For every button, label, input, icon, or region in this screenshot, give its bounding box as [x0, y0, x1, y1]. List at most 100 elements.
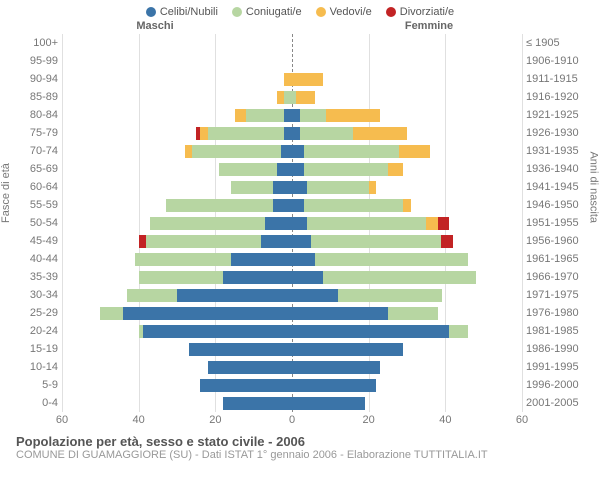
bar-segment-c	[292, 289, 338, 302]
male-bar	[62, 253, 292, 266]
birth-year-axis-labels: ≤ 19051906-19101911-19151916-19201921-19…	[522, 34, 590, 412]
female-bar	[292, 379, 522, 392]
x-tick: 40	[439, 414, 451, 426]
pyramid-row	[62, 88, 522, 106]
bars-area	[62, 34, 522, 412]
legend-item: Divorziati/e	[386, 6, 454, 18]
pyramid-row	[62, 124, 522, 142]
age-label: 30-34	[10, 286, 58, 304]
bar-segment-v	[296, 91, 315, 104]
y-left-axis-title: Fasce di età	[0, 163, 12, 223]
pyramid-row	[62, 286, 522, 304]
bar-segment-s	[307, 181, 368, 194]
age-label: 90-94	[10, 70, 58, 88]
male-bar	[62, 361, 292, 374]
bar-segment-d	[139, 235, 147, 248]
bar-segment-c	[223, 397, 292, 410]
bar-segment-s	[338, 289, 442, 302]
bar-segment-c	[189, 343, 293, 356]
bar-segment-s	[311, 235, 441, 248]
bar-segment-c	[208, 361, 292, 374]
bar-segment-s	[323, 271, 476, 284]
legend-item: Coniugati/e	[232, 6, 302, 18]
chart-footer: Popolazione per età, sesso e stato civil…	[10, 430, 590, 461]
bar-segment-s	[315, 253, 468, 266]
female-bar	[292, 325, 522, 338]
male-bar	[62, 307, 292, 320]
female-bar	[292, 55, 522, 68]
age-axis-labels: 100+95-9990-9485-8980-8475-7970-7465-696…	[10, 34, 62, 412]
legend: Celibi/NubiliConiugati/eVedovi/eDivorzia…	[10, 6, 590, 18]
pyramid-row	[62, 322, 522, 340]
year-label: 1906-1910	[526, 52, 590, 70]
pyramid-row	[62, 268, 522, 286]
bar-segment-c	[265, 217, 292, 230]
age-label: 10-14	[10, 358, 58, 376]
bar-segment-s	[150, 217, 265, 230]
bar-segment-v	[403, 199, 411, 212]
bar-segment-c	[292, 109, 300, 122]
pyramid-row	[62, 196, 522, 214]
population-pyramid-chart: Celibi/NubiliConiugati/eVedovi/eDivorzia…	[0, 0, 600, 500]
year-label: 1986-1990	[526, 340, 590, 358]
female-bar	[292, 163, 522, 176]
bar-segment-v	[353, 127, 407, 140]
legend-swatch	[146, 7, 156, 17]
age-label: 65-69	[10, 160, 58, 178]
bar-segment-c	[292, 343, 403, 356]
pyramid-row	[62, 178, 522, 196]
male-bar	[62, 37, 292, 50]
year-label: 1921-1925	[526, 106, 590, 124]
bar-segment-s	[100, 307, 123, 320]
bar-rows	[62, 34, 522, 412]
age-label: 50-54	[10, 214, 58, 232]
year-label: 1956-1960	[526, 232, 590, 250]
bar-segment-c	[292, 307, 388, 320]
year-label: 1926-1930	[526, 124, 590, 142]
bar-segment-s	[246, 109, 284, 122]
bar-segment-c	[143, 325, 293, 338]
male-bar	[62, 343, 292, 356]
age-label: 35-39	[10, 268, 58, 286]
bar-segment-s	[304, 163, 388, 176]
year-label: 1991-1995	[526, 358, 590, 376]
bar-segment-s	[284, 91, 292, 104]
bar-segment-s	[166, 199, 273, 212]
bar-segment-v	[388, 163, 403, 176]
x-tick: 20	[209, 414, 221, 426]
age-label: 20-24	[10, 322, 58, 340]
bar-segment-c	[273, 199, 292, 212]
male-bar	[62, 73, 292, 86]
age-label: 75-79	[10, 124, 58, 142]
year-label: 1916-1920	[526, 88, 590, 106]
bar-segment-d	[441, 235, 453, 248]
female-bar	[292, 307, 522, 320]
chart-title: Popolazione per età, sesso e stato civil…	[16, 434, 584, 449]
age-label: 25-29	[10, 304, 58, 322]
bar-segment-s	[208, 127, 285, 140]
year-label: 1941-1945	[526, 178, 590, 196]
bar-segment-c	[277, 163, 292, 176]
bar-segment-s	[449, 325, 468, 338]
female-bar	[292, 181, 522, 194]
bar-segment-s	[139, 271, 223, 284]
gender-header: Maschi Femmine	[10, 20, 590, 32]
age-label: 100+	[10, 34, 58, 52]
female-bar	[292, 91, 522, 104]
age-label: 5-9	[10, 376, 58, 394]
year-label: ≤ 1905	[526, 34, 590, 52]
year-label: 2001-2005	[526, 394, 590, 412]
pyramid-row	[62, 70, 522, 88]
year-label: 1961-1965	[526, 250, 590, 268]
bar-segment-c	[292, 235, 311, 248]
y-right-axis-title: Anni di nascita	[588, 151, 600, 223]
bar-segment-s	[304, 145, 400, 158]
pyramid-row	[62, 214, 522, 232]
bar-segment-s	[135, 253, 231, 266]
age-label: 80-84	[10, 106, 58, 124]
female-bar	[292, 217, 522, 230]
x-tick: 60	[56, 414, 68, 426]
plot-area: Fasce di età Anni di nascita 100+95-9990…	[10, 34, 590, 412]
legend-label: Celibi/Nubili	[160, 6, 218, 18]
bar-segment-c	[200, 379, 292, 392]
